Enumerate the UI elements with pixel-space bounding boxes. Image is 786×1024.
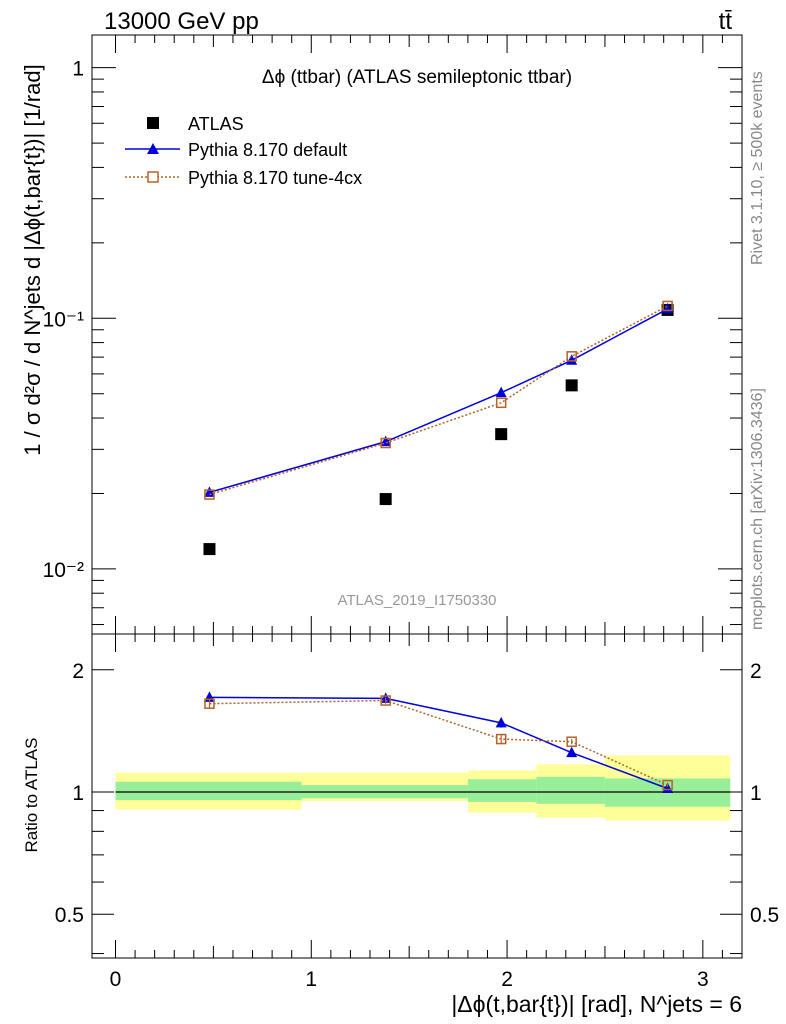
ratio-point-tune xyxy=(204,698,215,709)
main-y-tick-label: 10⁻² xyxy=(43,559,84,582)
ratio-point-tune xyxy=(380,695,391,706)
ratio-panel: 2 2 1 1 0.5 0.5 0 1 2 3 Ratio to ATLAS |Δϕ(t,bar{… xyxy=(22,633,779,1017)
ratio-point-default xyxy=(566,746,578,758)
legend-label-default: Pythia 8.170 default xyxy=(188,140,347,160)
main-point-data xyxy=(495,428,508,441)
ratio-y-tick-label: 0.5 xyxy=(55,904,84,927)
main-y-axis-label: 1 / σ d²σ / d N^jets d |Δϕ(t,bar{t})| [1… xyxy=(20,64,45,455)
x-axis-label: |Δϕ(t,bar{t})| [rad], N^jets = 6 xyxy=(451,991,742,1017)
main-line-default xyxy=(209,308,668,494)
legend-label-atlas: ATLAS xyxy=(188,114,244,134)
main-panel: 1 10⁻¹ 10⁻² Δϕ (ttbar) (ATLAS semileptonic… xyxy=(20,34,743,635)
ratio-point-tune xyxy=(495,733,507,745)
ratio-y-tick-label-right: 0.5 xyxy=(750,904,779,927)
main-axis-ticks: 1 10⁻¹ 10⁻² xyxy=(43,35,743,634)
ratio-y-tick-label: 1 xyxy=(72,782,84,805)
analysis-label: ATLAS_2019_I1750330 xyxy=(337,592,496,609)
main-point-tune xyxy=(566,351,577,362)
main-line-tune xyxy=(209,305,668,496)
main-point-data xyxy=(203,543,216,556)
plot-title: Δϕ (ttbar) (ATLAS semileptonic ttbar) xyxy=(262,67,572,88)
energy-label: 13000 GeV pp xyxy=(104,8,259,35)
x-tick-label: 3 xyxy=(697,968,709,991)
ratio-band-inner xyxy=(467,779,537,802)
main-y-tick-label: 1 xyxy=(72,58,84,81)
ratio-uncertainty-bands xyxy=(115,755,731,821)
legend-marker-default xyxy=(147,143,159,154)
main-point-default xyxy=(495,386,507,398)
arxiv-label: mcplots.cern.ch [arXiv:1306.3436] xyxy=(749,388,766,630)
x-tick-label: 1 xyxy=(305,968,317,991)
legend-label-tune: Pythia 8.170 tune-4cx xyxy=(188,168,362,188)
main-point-tune xyxy=(662,300,673,312)
ratio-band-inner xyxy=(115,781,302,801)
ratio-frame xyxy=(91,633,743,959)
process-label: tt̄ xyxy=(719,8,733,35)
ratio-point-tune xyxy=(662,779,673,791)
legend: ATLAS Pythia 8.170 default Pythia 8.170 … xyxy=(125,114,362,188)
ratio-point-default xyxy=(495,716,507,728)
main-point-tune xyxy=(380,437,391,449)
ratio-line-tune xyxy=(209,699,668,786)
ratio-band-inner xyxy=(536,776,605,804)
main-point-default xyxy=(566,354,578,365)
ratio-y-axis-label: Ratio to ATLAS xyxy=(22,738,41,853)
ratio-series-layer xyxy=(203,691,674,793)
main-point-tune xyxy=(495,397,507,409)
main-y-tick-label: 10⁻¹ xyxy=(43,308,84,331)
ratio-point-default xyxy=(662,782,674,793)
main-point-default xyxy=(203,486,215,497)
ratio-y-tick-label-right: 2 xyxy=(750,660,762,683)
main-point-tune xyxy=(204,489,215,500)
x-tick-label: 0 xyxy=(110,968,122,991)
ratio-y-tick-label: 2 xyxy=(72,660,84,683)
legend-marker-tune xyxy=(147,171,159,183)
ratio-point-tune xyxy=(566,736,577,747)
main-series-layer xyxy=(203,300,674,556)
main-point-data xyxy=(379,493,392,506)
ratio-axis-ticks: 2 2 1 1 0.5 0.5 0 1 2 3 xyxy=(55,634,779,991)
rivet-label: Rivet 3.1.10, ≥ 500k events xyxy=(749,71,766,265)
legend-marker-atlas xyxy=(147,117,159,129)
ratio-y-tick-label-right: 1 xyxy=(750,782,762,805)
main-point-data xyxy=(565,379,578,392)
x-tick-label: 2 xyxy=(501,968,513,991)
